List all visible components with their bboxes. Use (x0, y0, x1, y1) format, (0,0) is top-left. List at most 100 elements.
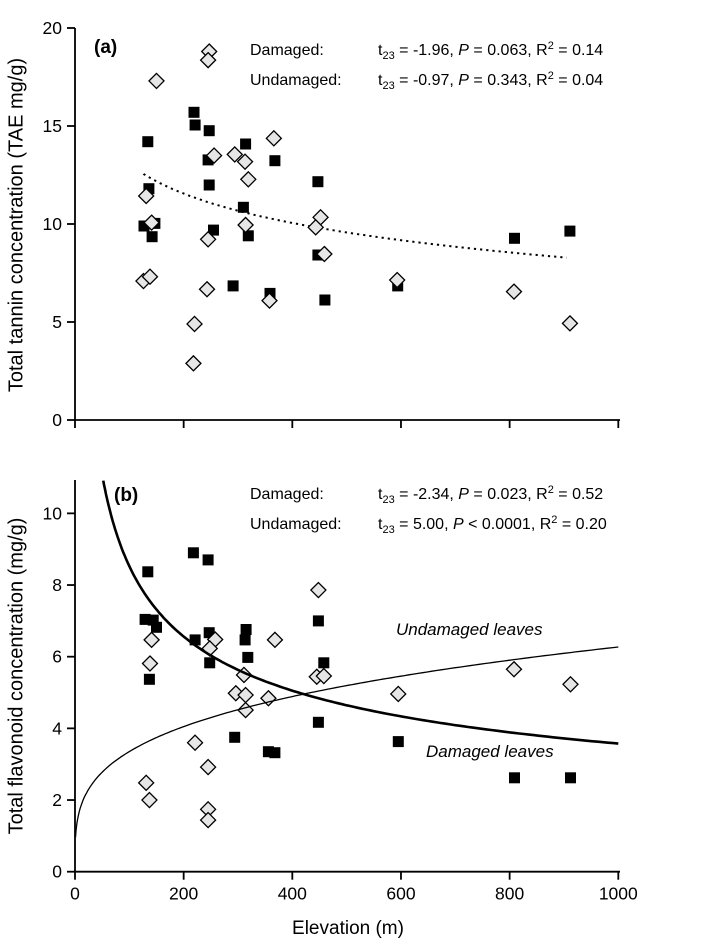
x-tick-label: 200 (169, 884, 198, 904)
y-tick-label: 15 (43, 116, 62, 136)
stats-values: t23 = -2.34, P = 0.023, R2 = 0.52 (378, 480, 603, 510)
data-point-diamond-undamaged (389, 685, 407, 703)
t-subscript: 23 (382, 494, 395, 506)
stats-block-panel-a: Damaged: t23 = -1.96, P = 0.063, R2 = 0.1… (250, 36, 603, 96)
data-point-diamond-undamaged (198, 280, 216, 298)
undamaged-curve-label: Undamaged leaves (396, 620, 543, 639)
y-tick-label: 10 (43, 503, 63, 523)
stats-row-undamaged-b: Undamaged: t23 = 5.00, P < 0.0001, R2 = 0… (250, 510, 607, 540)
data-point-square-damaged (208, 224, 219, 236)
stats-block-panel-b: Damaged: t23 = -2.34, P = 0.023, R2 = 0.5… (250, 480, 607, 540)
data-point-diamond-undamaged (235, 666, 253, 684)
data-point-square-damaged (312, 176, 324, 188)
stats-row-damaged-b: Damaged: t23 = -2.34, P = 0.023, R2 = 0.5… (250, 480, 607, 510)
p-symbol: P (458, 42, 469, 59)
data-point-diamond-undamaged (259, 689, 277, 707)
r-symbol: R (536, 72, 548, 89)
r-value: = 0.20 (557, 516, 607, 533)
y-tick-label: 0 (52, 862, 62, 882)
y-axis-title-panel-a: Total tannin concentration (TAE mg/g) (5, 57, 28, 393)
data-point-diamond-undamaged (562, 675, 579, 693)
data-point-square-damaged (139, 613, 151, 625)
data-point-square-damaged (318, 657, 330, 669)
r-value: = 0.52 (553, 486, 604, 503)
r-superscript: 2 (547, 40, 554, 52)
p-symbol: P (458, 486, 469, 503)
data-point-diamond-undamaged (237, 216, 255, 234)
r-symbol: R (539, 516, 552, 533)
r-value: = 0.04 (553, 72, 604, 89)
data-point-diamond-undamaged (141, 791, 158, 809)
data-point-square-damaged (138, 220, 150, 232)
data-point-square-damaged (509, 232, 520, 244)
data-point-square-damaged (227, 280, 239, 292)
data-point-diamond-undamaged (265, 129, 283, 147)
data-point-diamond-undamaged (143, 631, 161, 649)
y-tick-label: 2 (52, 790, 62, 810)
data-point-diamond-undamaged (505, 660, 523, 678)
data-point-diamond-undamaged (199, 51, 217, 69)
t-value: = 5.00, (394, 516, 453, 533)
data-point-square-damaged (509, 772, 520, 784)
data-point-square-damaged (269, 747, 281, 759)
panel-a-label: (a) (94, 37, 118, 58)
t-symbol: t (378, 516, 383, 533)
panel-b-label: (b) (114, 485, 139, 506)
data-point-diamond-undamaged (226, 146, 244, 163)
data-point-square-damaged (240, 138, 252, 150)
p-value: = 0.063, (468, 42, 537, 59)
data-point-diamond-undamaged (199, 230, 217, 248)
data-point-square-damaged (203, 627, 215, 639)
stats-group-label: Damaged: (250, 42, 324, 59)
y-tick-label: 8 (52, 575, 62, 595)
data-point-diamond-undamaged (307, 218, 325, 236)
data-point-square-damaged (242, 651, 254, 663)
p-symbol: P (452, 516, 464, 533)
y-tick-label: 20 (43, 18, 63, 38)
p-value: = 0.023, (468, 486, 537, 503)
y-tick-label: 10 (43, 214, 63, 234)
x-tick-label: 0 (70, 884, 80, 904)
data-point-diamond-undamaged (141, 655, 159, 672)
data-point-square-damaged (146, 231, 158, 243)
data-point-diamond-undamaged (227, 684, 245, 702)
r-superscript: 2 (551, 514, 558, 526)
data-point-square-damaged (204, 657, 216, 669)
p-value: = 0.343, (468, 72, 537, 89)
y-tick-label: 6 (52, 647, 62, 667)
stats-values: t23 = 5.00, P < 0.0001, R2 = 0.20 (378, 510, 607, 540)
r-superscript: 2 (547, 484, 554, 496)
x-axis-title: Elevation (m) (292, 918, 404, 939)
data-point-diamond-undamaged (561, 314, 579, 332)
y-axis-title-panel-b: Total flavonoid concentration (mg/g) (5, 517, 28, 835)
data-point-diamond-undamaged (199, 758, 217, 776)
t-subscript: 23 (382, 524, 395, 536)
data-point-square-damaged (147, 614, 159, 626)
p-value: < 0.0001, (463, 516, 540, 533)
r-symbol: R (536, 486, 548, 503)
stats-row-damaged-a: Damaged: t23 = -1.96, P = 0.063, R2 = 0.1… (250, 36, 603, 66)
data-point-square-damaged (187, 547, 199, 559)
data-point-diamond-undamaged (199, 811, 217, 829)
data-point-diamond-undamaged (143, 214, 161, 232)
data-point-diamond-undamaged (315, 245, 333, 263)
y-tick-label: 5 (52, 312, 62, 332)
data-point-diamond-undamaged (315, 667, 333, 685)
y-tick-label: 0 (52, 410, 62, 430)
x-tick-label: 400 (278, 884, 307, 904)
t-symbol: t (378, 72, 383, 89)
data-point-diamond-undamaged (205, 147, 223, 165)
x-tick-label: 1000 (599, 884, 638, 904)
data-point-square-damaged (269, 155, 281, 167)
t-subscript: 23 (382, 50, 395, 62)
data-point-square-damaged (142, 136, 154, 148)
data-point-diamond-undamaged (185, 354, 202, 372)
data-point-diamond-undamaged (186, 734, 204, 752)
stats-values: t23 = -0.97, P = 0.343, R2 = 0.04 (378, 66, 603, 96)
t-symbol: t (378, 486, 383, 503)
data-point-square-damaged (240, 624, 252, 635)
data-point-diamond-undamaged (148, 72, 165, 90)
r-superscript: 2 (547, 70, 554, 82)
